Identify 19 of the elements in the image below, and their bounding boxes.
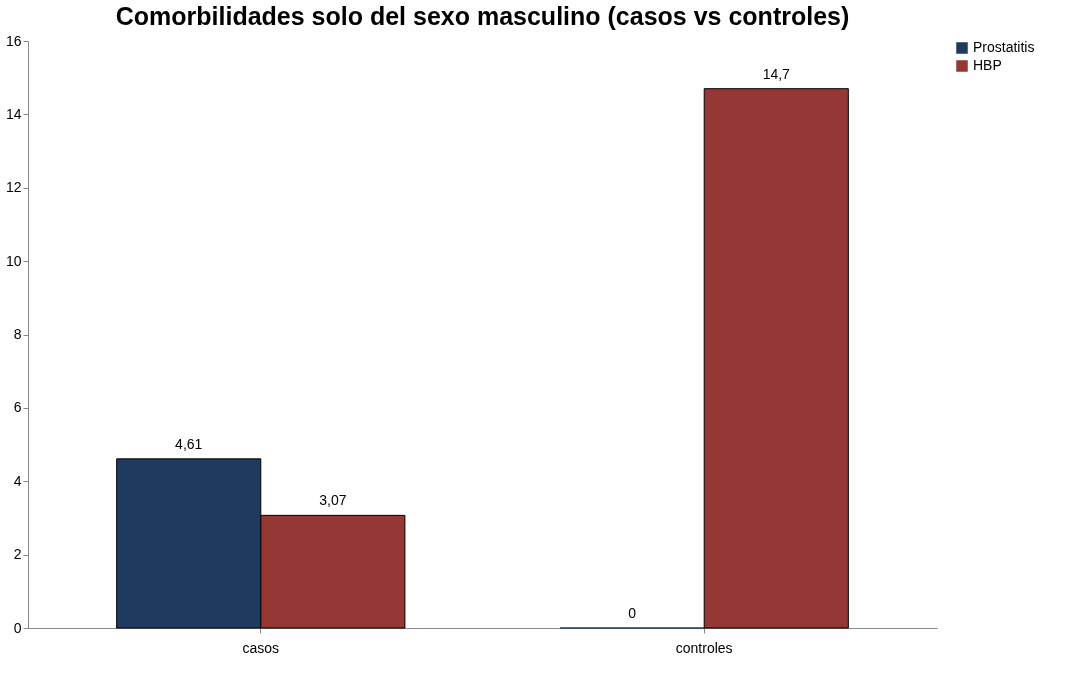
data-label: 3,07 bbox=[319, 492, 347, 509]
x-tick-label: casos bbox=[242, 639, 280, 656]
data-label: 0 bbox=[628, 605, 637, 621]
y-tick-label: 16 bbox=[5, 32, 22, 49]
chart-title: Comorbilidades solo del sexo masculino (casos vs controles) bbox=[115, 2, 850, 30]
data-label: 4,61 bbox=[175, 435, 203, 452]
y-tick-label: 8 bbox=[13, 326, 22, 342]
y-tick-label: 6 bbox=[13, 399, 22, 416]
y-tick-label: 4 bbox=[13, 472, 22, 489]
legend-label: HBP bbox=[973, 57, 1002, 73]
y-tick-label: 10 bbox=[5, 252, 22, 269]
y-tick-label: 0 bbox=[13, 619, 22, 636]
y-tick-label: 12 bbox=[5, 179, 22, 196]
legend-label: Prostatitis bbox=[973, 39, 1035, 55]
y-tick-label: 14 bbox=[5, 105, 22, 122]
x-tick-label: controles bbox=[675, 639, 733, 656]
bar bbox=[703, 88, 849, 629]
data-label: 14,7 bbox=[762, 65, 791, 82]
y-tick-label: 2 bbox=[13, 546, 22, 563]
